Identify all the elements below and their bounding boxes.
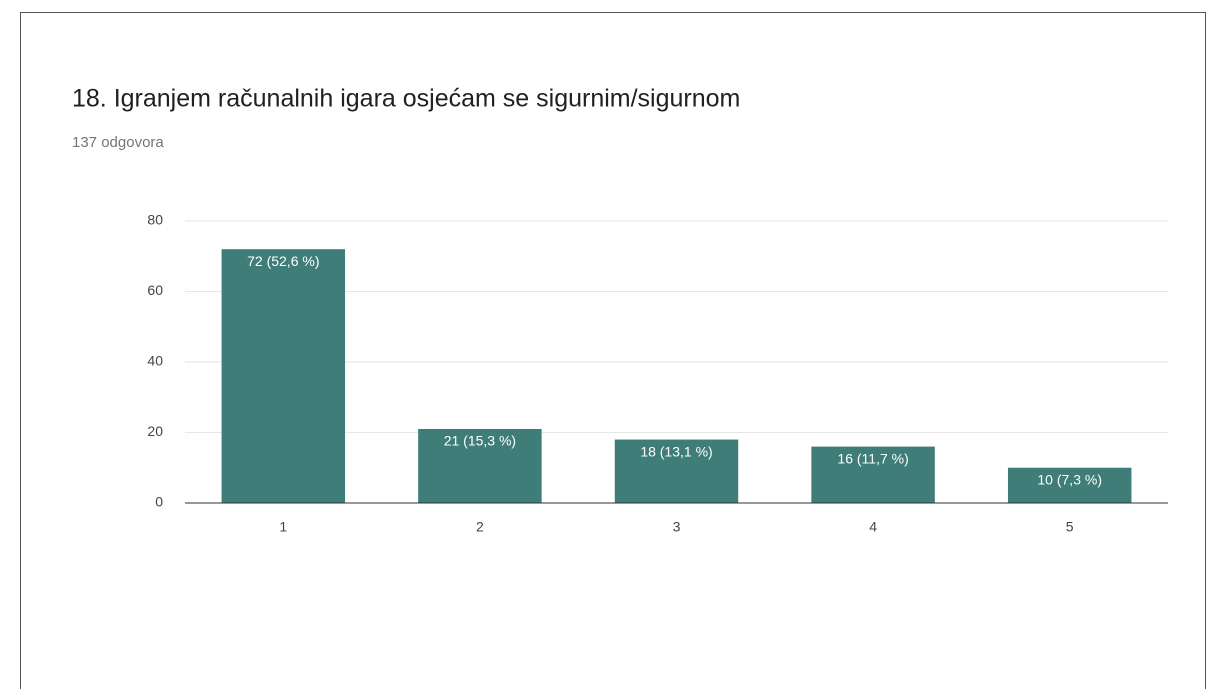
y-tick-label: 80 [147, 212, 163, 228]
x-tick-label: 3 [673, 519, 681, 535]
data-label: 16 (11,7 %) [837, 450, 908, 466]
data-label: 18 (13,1 %) [640, 443, 712, 459]
y-tick-label: 20 [147, 423, 163, 439]
data-label: 21 (15,3 %) [444, 433, 516, 449]
x-tick-label: 1 [279, 519, 287, 535]
bar [221, 249, 346, 503]
y-tick-label: 40 [147, 353, 163, 369]
bar [418, 428, 542, 503]
x-tick-label: 4 [869, 519, 877, 535]
data-label: 72 (52,6 %) [247, 253, 319, 269]
y-tick-label: 0 [155, 494, 163, 510]
bar [614, 439, 739, 503]
x-tick-label: 5 [1066, 519, 1074, 535]
data-label: 10 (7,3 %) [1037, 471, 1102, 487]
card-border [20, 12, 1206, 689]
chart-title: 18. Igranjem računalnih igara osjećam se… [72, 85, 740, 113]
bar [1007, 467, 1132, 503]
y-tick-label: 60 [147, 282, 163, 298]
bar [811, 446, 935, 503]
chart-subtitle: 137 odgovora [72, 134, 164, 151]
x-tick-label: 2 [476, 519, 484, 535]
